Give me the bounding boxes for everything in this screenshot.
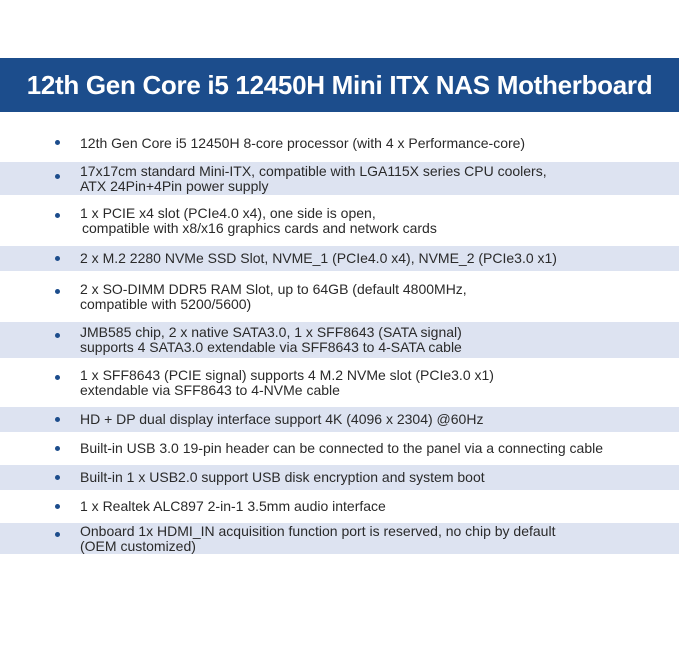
bullet-icon <box>55 140 60 145</box>
title-banner: 12th Gen Core i5 12450H Mini ITX NAS Mot… <box>0 58 679 112</box>
bullet-icon <box>55 289 60 294</box>
list-item: 1 x SFF8643 (PCIE signal) supports 4 M.2… <box>0 358 679 407</box>
bullet-icon <box>55 532 60 537</box>
bullet-icon <box>55 474 60 480</box>
page-title: 12th Gen Core i5 12450H Mini ITX NAS Mot… <box>26 69 653 100</box>
bullet-icon <box>55 445 60 451</box>
list-item: Built-in 1 x USB2.0 support USB disk enc… <box>0 465 679 490</box>
list-item: HD + DP dual display interface support 4… <box>0 407 679 432</box>
bullet-icon <box>55 375 60 380</box>
bullet-icon <box>55 333 60 338</box>
list-item: 1 x PCIE x4 slot (PCIe4.0 x4), one side … <box>0 195 679 246</box>
list-item: Onboard 1x HDMI_IN acquisition function … <box>0 523 679 554</box>
list-item: JMB585 chip, 2 x native SATA3.0, 1 x SFF… <box>0 322 679 358</box>
bullet-icon <box>55 416 60 422</box>
bullet-icon <box>55 213 60 218</box>
list-item: 2 x M.2 2280 NVMe SSD Slot, NVME_1 (PCIe… <box>0 246 679 271</box>
bullet-icon <box>55 174 60 179</box>
list-item: 17x17cm standard Mini-ITX, compatible wi… <box>0 162 679 195</box>
list-item: 12th Gen Core i5 12450H 8-core processor… <box>0 124 679 162</box>
list-item: 1 x Realtek ALC897 2-in-1 3.5mm audio in… <box>0 490 679 523</box>
list-item: 2 x SO-DIMM DDR5 RAM Slot, up to 64GB (d… <box>0 271 679 322</box>
bullet-icon <box>55 503 60 509</box>
list-item: Built-in USB 3.0 19-pin header can be co… <box>0 432 679 465</box>
feature-list: 12th Gen Core i5 12450H 8-core processor… <box>0 124 679 554</box>
bullet-icon <box>55 255 60 261</box>
